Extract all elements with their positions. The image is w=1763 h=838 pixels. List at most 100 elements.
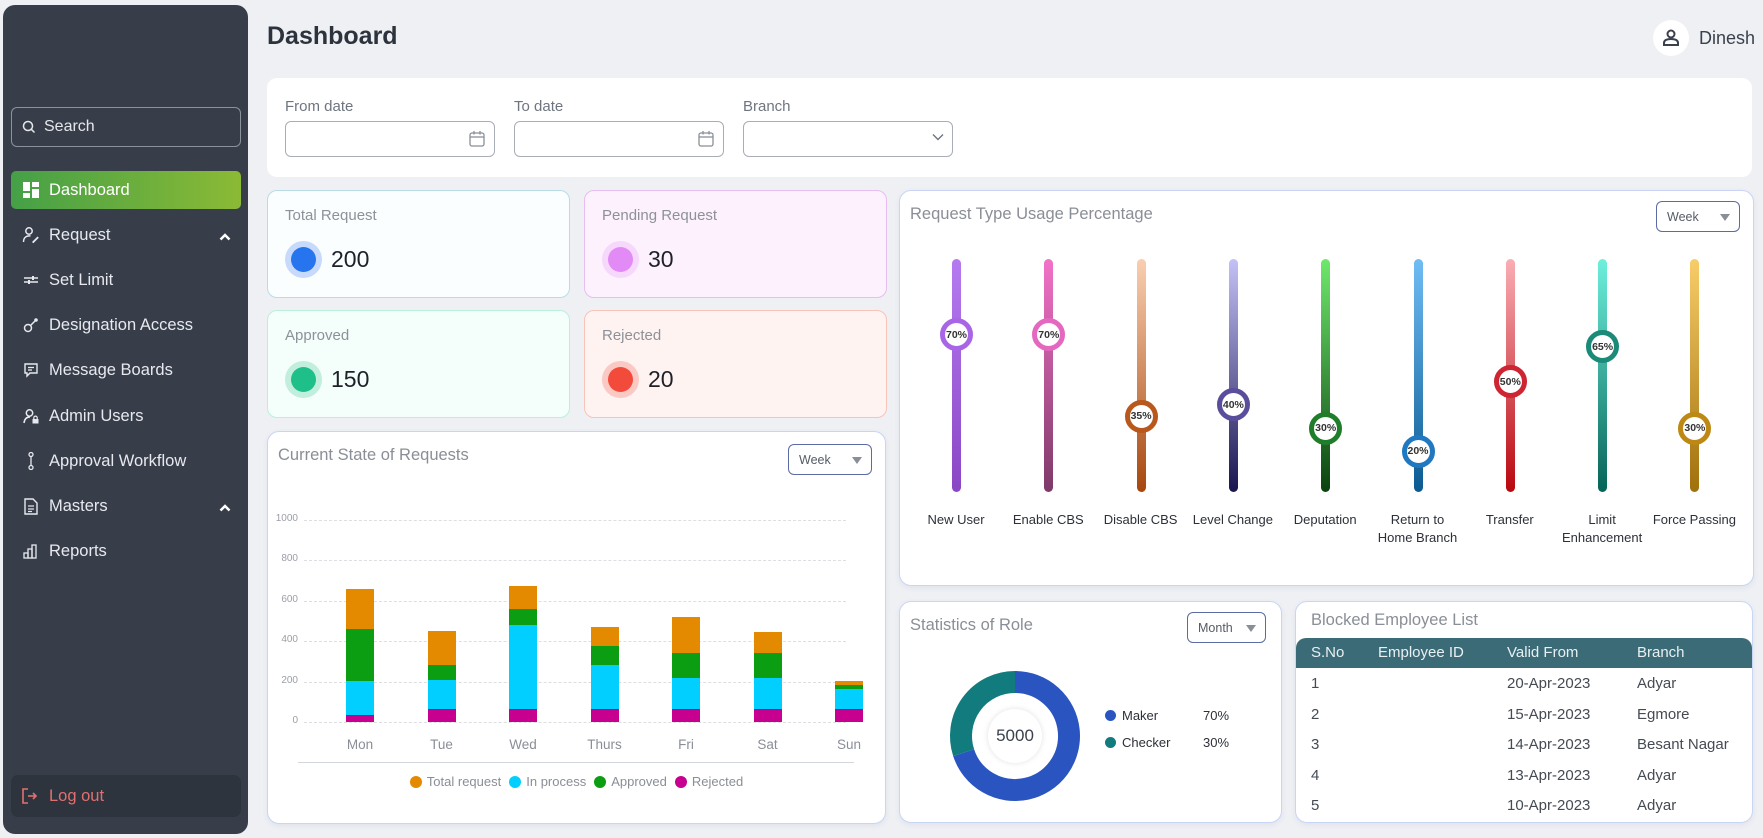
bar-segment-total-request[interactable] [835, 680, 863, 685]
legend-item[interactable]: Rejected [674, 774, 743, 789]
from-date-input[interactable] [285, 121, 495, 157]
slider-track[interactable] [1136, 259, 1146, 492]
slider-track[interactable] [1228, 259, 1238, 492]
usage-slider[interactable]: 30% Deputation [1279, 259, 1371, 559]
bar-segment-total-request[interactable] [753, 632, 782, 654]
sidebar-item-message-boards[interactable]: Message Boards [11, 351, 241, 389]
legend-item[interactable]: Total request [409, 774, 501, 789]
panel-title: Statistics of Role [910, 616, 1033, 634]
usage-slider[interactable]: 20% Return to Home Branch [1372, 259, 1464, 559]
slider-knob[interactable]: 65% [1586, 330, 1620, 364]
slider-knob[interactable]: 70% [1032, 318, 1066, 352]
search-input[interactable]: Search [11, 107, 241, 147]
period-select[interactable]: Week [788, 444, 872, 475]
blocked-employee-panel: Blocked Employee List S.No Employee ID V… [1295, 601, 1753, 823]
usage-slider[interactable]: 40% Level Change [1187, 259, 1279, 559]
table-row[interactable]: 2 15-Apr-2023 Egmore [1296, 703, 1752, 733]
slider-knob[interactable]: 35% [1124, 399, 1158, 433]
bar-segment-rejected[interactable] [509, 708, 537, 722]
bar-segment-approved[interactable] [590, 646, 619, 666]
avatar[interactable] [1652, 20, 1689, 56]
bar-segment-approved[interactable] [835, 684, 863, 689]
sidebar-item-approval-workflow[interactable]: Approval Workflow [11, 442, 241, 480]
to-date-input[interactable] [514, 121, 724, 157]
bar-segment-total-request[interactable] [672, 616, 700, 654]
calendar-icon[interactable] [468, 130, 486, 148]
bar-segment-in-process[interactable] [427, 679, 456, 709]
bar-segment-in-process[interactable] [672, 677, 700, 709]
slider-knob[interactable]: 30% [1309, 411, 1343, 445]
legend-item[interactable]: In process [509, 774, 586, 789]
slider-track[interactable] [952, 259, 961, 492]
usage-slider[interactable]: 30% Force Passing [1648, 259, 1740, 559]
sidebar-item-set-limit[interactable]: Set Limit [11, 261, 241, 299]
slider-knob[interactable]: 40% [1216, 388, 1250, 422]
bar-segment-in-process[interactable] [835, 688, 863, 709]
donut-slice-checker[interactable] [950, 671, 1016, 757]
chevron-down-icon[interactable] [932, 133, 944, 141]
slider-track[interactable] [1413, 259, 1423, 492]
bar-segment-in-process[interactable] [590, 665, 619, 709]
branch-select[interactable] [743, 121, 953, 157]
stat-card-pending-request[interactable]: Pending Request 30 [584, 190, 887, 298]
bar-segment-rejected[interactable] [590, 708, 619, 722]
sidebar-item-masters[interactable]: Masters [11, 487, 241, 525]
usage-slider[interactable]: 35% Disable CBS [1095, 259, 1187, 559]
sidebar-item-reports[interactable]: Reports [11, 532, 241, 570]
donut-slice-maker[interactable] [953, 671, 1080, 801]
bar-segment-approved[interactable] [672, 653, 700, 678]
bar-segment-rejected[interactable] [346, 714, 374, 722]
stat-card-approved[interactable]: Approved 150 [267, 310, 570, 418]
table-row[interactable]: 4 13-Apr-2023 Adyar [1296, 764, 1752, 794]
table-row[interactable]: 5 10-Apr-2023 Adyar [1296, 794, 1752, 822]
period-select[interactable]: Week [1656, 201, 1740, 232]
usage-slider[interactable]: 70% New User [910, 259, 1002, 559]
slider-knob[interactable]: 20% [1401, 434, 1435, 468]
sidebar-item-request[interactable]: Request [11, 216, 241, 254]
bar-segment-rejected[interactable] [672, 708, 700, 722]
table-cell: 4 [1311, 766, 1320, 784]
slider-knob[interactable]: 70% [940, 318, 973, 352]
stat-card-rejected[interactable]: Rejected 20 [584, 310, 887, 418]
slider-track[interactable] [1044, 259, 1054, 492]
table-cell: Adyar [1637, 675, 1677, 692]
slider-knob[interactable]: 30% [1678, 411, 1712, 445]
user-menu[interactable]: Dinesh [1652, 20, 1755, 56]
slider-knob[interactable]: 50% [1493, 365, 1527, 398]
bar-segment-approved[interactable] [509, 608, 537, 626]
slider-track[interactable] [1321, 259, 1331, 492]
usage-slider[interactable]: 65% Limit Enhancement [1556, 259, 1648, 559]
chevron-up-icon[interactable] [219, 227, 231, 246]
y-tick-label: 1000 [275, 513, 298, 524]
bar-segment-approved[interactable] [753, 653, 782, 678]
legend-item[interactable]: Approved [594, 774, 667, 789]
bar-segment-in-process[interactable] [346, 680, 374, 715]
usage-slider[interactable]: 50% Transfer [1464, 259, 1556, 559]
bar-segment-total-request[interactable] [346, 588, 374, 630]
slider-track[interactable] [1598, 259, 1608, 492]
sidebar-item-admin-users[interactable]: Admin Users [11, 397, 241, 435]
bar-segment-total-request[interactable] [590, 627, 619, 647]
calendar-icon[interactable] [697, 130, 715, 148]
stat-card-total-request[interactable]: Total Request 200 [267, 190, 570, 298]
bar-segment-rejected[interactable] [427, 708, 456, 722]
bar-segment-in-process[interactable] [753, 677, 782, 709]
legend-label: Maker [1122, 708, 1159, 723]
bar-segment-total-request[interactable] [427, 631, 456, 666]
bar-segment-approved[interactable] [427, 665, 456, 680]
period-select[interactable]: Month [1187, 612, 1266, 643]
chevron-up-icon[interactable] [219, 498, 231, 517]
usage-slider[interactable]: 70% Enable CBS [1002, 259, 1094, 559]
sidebar-item-designation-access[interactable]: Designation Access [11, 306, 241, 344]
bar-segment-approved[interactable] [346, 629, 374, 681]
stat-label: Rejected [602, 327, 662, 344]
bar-segment-in-process[interactable] [509, 625, 537, 709]
logout-button[interactable]: Log out [11, 775, 241, 817]
bar-segment-rejected[interactable] [753, 708, 782, 722]
table-row[interactable]: 3 14-Apr-2023 Besant Nagar [1296, 733, 1752, 763]
bar-segment-total-request[interactable] [509, 585, 537, 609]
bar-segment-rejected[interactable] [835, 708, 863, 722]
table-row[interactable]: 1 20-Apr-2023 Adyar [1296, 672, 1752, 702]
slider-track[interactable] [1690, 259, 1700, 492]
sidebar-item-dashboard[interactable]: Dashboard [11, 171, 241, 209]
